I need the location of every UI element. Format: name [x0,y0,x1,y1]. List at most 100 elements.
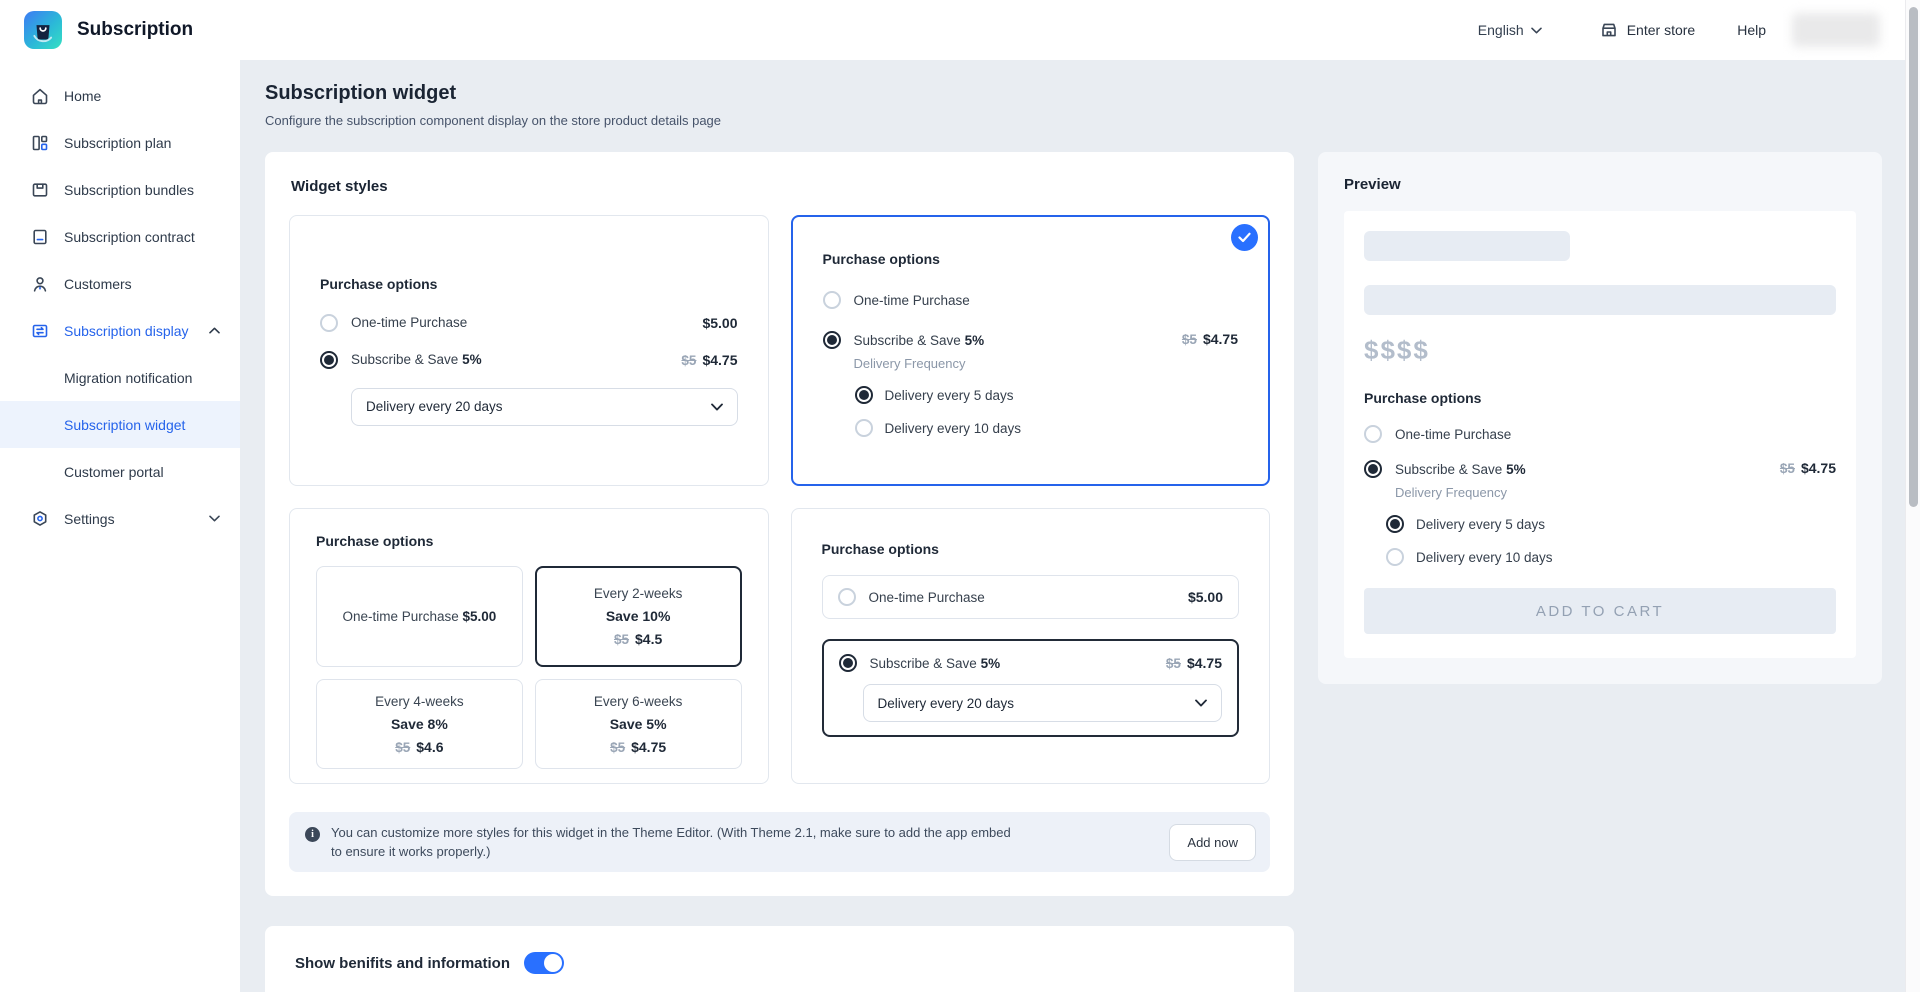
subscribe-option-row: Subscribe & Save 5% $5 $4.75 [320,350,738,369]
one-time-price: $5.00 [1187,589,1223,605]
preview-heading: Preview [1344,176,1401,193]
sidebar-item-subscription-plan[interactable]: Subscription plan [0,119,240,166]
subscribe-label: Subscribe & Save 5% [869,655,1001,671]
one-time-radio[interactable] [320,313,338,332]
app-title: Subscription [77,19,194,40]
scrollbar-thumb[interactable] [1909,7,1918,507]
frequency-5-days-radio[interactable] [854,386,873,404]
chevron-up-icon [209,327,220,334]
settings-icon [30,509,50,529]
language-selector[interactable]: English [1478,22,1542,38]
app-brand: Subscription [0,11,193,49]
purchase-options-heading: Purchase options [316,533,434,549]
theme-editor-info-banner: You can customize more styles for this w… [289,812,1270,872]
subscribe-option-row: Subscribe & Save 5% Delivery Frequency D… [1364,460,1836,566]
sidebar-item-migration-notification[interactable]: Migration notification [0,354,240,401]
delivery-select-value: Delivery every 20 days [877,695,1015,711]
subscribe-radio[interactable] [1364,460,1382,478]
tile-save: Save 8% [390,715,448,732]
subscribe-radio[interactable] [822,331,841,349]
subscribe-option-row: Subscribe & Save 5% Delivery Frequency D… [822,331,1238,437]
home-icon [30,86,50,106]
sidebar-item-label: Subscription display [64,322,189,339]
widget-style-option-4[interactable]: Purchase options One-time Purchase $5.00… [790,508,1270,784]
sidebar-item-home[interactable]: Home [0,72,240,119]
plan-icon [30,133,50,153]
frequency-5-days-radio[interactable] [1386,515,1404,533]
frequency-10-days-radio[interactable] [854,419,873,437]
subscribe-label: Subscribe & Save 5% [351,352,482,367]
sidebar-item-customer-portal[interactable]: Customer portal [0,448,240,495]
one-time-label: One-time Purchase [853,292,970,308]
one-time-label: One-time Purchase [351,315,468,330]
page-title: Subscription widget [265,82,457,104]
sidebar-item-label: Subscription widget [64,416,186,433]
scrollbar[interactable] [1905,0,1920,992]
one-time-radio[interactable] [822,291,841,309]
sidebar-item-label: Subscription bundles [64,181,194,198]
sidebar: Home Subscription plan Subscription bund… [0,60,240,992]
tile-save: Save 10% [605,608,671,624]
add-now-button[interactable]: Add now [1169,823,1256,861]
widget-style-option-1[interactable]: Purchase options One-time Purchase $5.00… [289,215,769,486]
sidebar-item-label: Migration notification [64,369,193,386]
info-icon [305,827,320,842]
purchase-tile-6-weeks[interactable]: Every 6-weeks Save 5% $5 $4.75 [534,679,742,769]
subscribe-radio[interactable] [838,654,857,672]
subscribe-price: $5 $4.75 [1779,460,1836,476]
sidebar-item-label: Subscription contract [64,228,195,245]
one-time-option-row: One-time Purchase [1364,425,1836,443]
frequency-option-row: Delivery every 10 days [854,419,1182,437]
widget-styles-card: Widget styles Purchase options One-time … [265,152,1294,896]
chevron-down-icon [1530,26,1542,33]
sidebar-item-subscription-bundles[interactable]: Subscription bundles [0,166,240,213]
sidebar-item-settings[interactable]: Settings [0,495,240,542]
sidebar-item-subscription-widget[interactable]: Subscription widget [0,401,240,448]
display-icon [30,321,50,341]
delivery-select[interactable]: Delivery every 20 days [351,387,738,426]
sidebar-item-subscription-display[interactable]: Subscription display [0,307,240,354]
sidebar-item-customers[interactable]: Customers [0,260,240,307]
one-time-radio[interactable] [837,588,856,606]
help-link[interactable]: Help [1737,22,1766,38]
page-subtitle: Configure the subscription component dis… [265,113,722,128]
enter-store-button[interactable]: Enter store [1600,21,1695,39]
delivery-frequency-label: Delivery Frequency [1395,485,1507,500]
subscribe-price: $5 $4.75 [1165,655,1222,671]
subscribe-label: Subscribe & Save 5% [853,332,985,348]
delivery-frequency-label: Delivery Frequency [853,356,966,371]
delivery-select[interactable]: Delivery every 20 days [862,684,1222,722]
widget-styles-heading: Widget styles [291,178,388,195]
one-time-option-row: One-time Purchase $5.00 [320,313,738,332]
one-time-option-box: One-time Purchase $5.00 [821,575,1239,619]
purchase-tile-4-weeks[interactable]: Every 4-weeks Save 8% $5 $4.6 [316,679,523,769]
one-time-radio[interactable] [1364,425,1382,443]
sidebar-item-subscription-contract[interactable]: Subscription contract [0,213,240,260]
delivery-select-value: Delivery every 20 days [366,399,503,414]
customers-icon [30,274,50,294]
store-name-blurred[interactable] [1792,13,1880,47]
tile-save: Save 5% [609,715,667,732]
benefits-toggle[interactable] [524,952,564,974]
subscribe-radio[interactable] [320,350,338,369]
purchase-tile-2-weeks-selected[interactable]: Every 2-weeks Save 10% $5 $4.5 [534,566,742,667]
widget-style-option-2-selected[interactable]: Purchase options One-time Purchase Subsc… [790,215,1270,486]
selected-check-badge [1231,224,1258,251]
frequency-option-row: Delivery every 10 days [1386,548,1780,566]
add-to-cart-button[interactable]: ADD TO CART [1364,588,1836,634]
sidebar-item-label: Home [64,87,102,104]
subtitle-placeholder-bar [1364,285,1836,315]
purchase-tile-one-time[interactable]: One-time Purchase $5.00 [316,566,523,667]
one-time-label: One-time Purchase [1395,426,1512,442]
title-placeholder-bar [1364,231,1570,261]
main-content: Subscription widget Configure the subscr… [240,60,1920,992]
tile-title: Every 4-weeks [375,693,464,709]
purchase-options-heading: Purchase options [821,541,939,557]
frequency-10-days-label: Delivery every 10 days [884,420,1022,436]
preview-panel: Preview $$$$ Purchase options One-time P… [1318,152,1882,684]
frequency-10-days-radio[interactable] [1386,548,1404,566]
enter-store-label: Enter store [1626,22,1696,38]
widget-style-option-3[interactable]: Purchase options One-time Purchase $5.00… [289,508,769,784]
purchase-options-heading: Purchase options [1364,390,1482,406]
one-time-label: One-time Purchase [868,589,985,605]
